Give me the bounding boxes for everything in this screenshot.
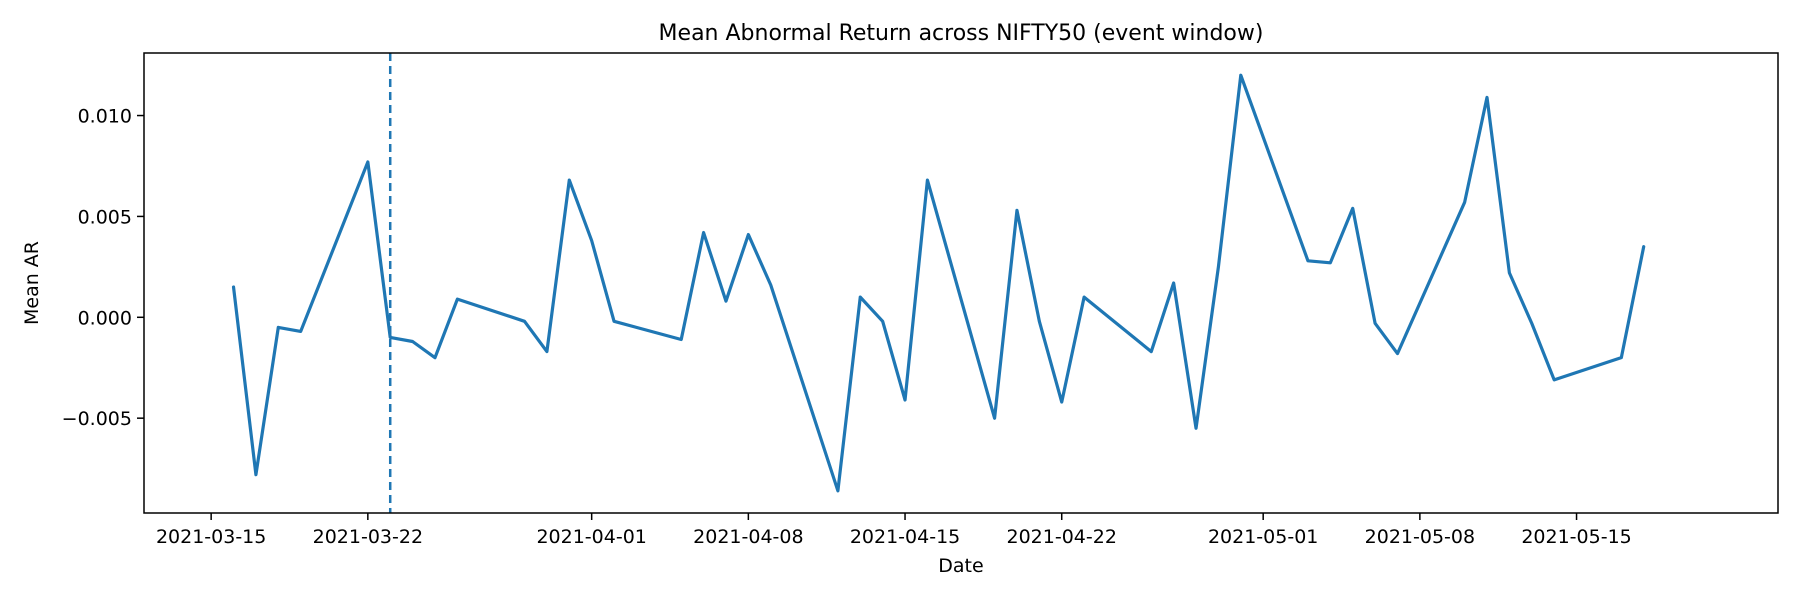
x-tick-label: 2021-04-15 — [850, 526, 960, 548]
x-tick-label: 2021-05-01 — [1208, 526, 1318, 548]
x-tick-label: 2021-04-08 — [693, 526, 803, 548]
y-axis: −0.005 0.000 0.005 0.010 — [62, 106, 144, 430]
x-tick-label: 2021-04-22 — [1007, 526, 1117, 548]
y-tick-label: 0.010 — [78, 106, 132, 128]
x-tick-label: 2021-03-22 — [313, 526, 423, 548]
y-tick-label: 0.005 — [78, 206, 132, 228]
plot-area — [231, 53, 1646, 513]
x-tick-label: 2021-04-01 — [536, 526, 646, 548]
x-axis-label: Date — [938, 555, 983, 577]
y-axis-label: Mean AR — [21, 241, 43, 325]
y-tick-label: 0.000 — [78, 307, 132, 329]
x-tick-label: 2021-03-15 — [156, 526, 266, 548]
plot-frame — [143, 52, 1779, 514]
x-axis: 2021-03-15 2021-03-22 2021-04-01 2021-04-08… — [156, 513, 1632, 548]
x-tick-label: 2021-05-08 — [1365, 526, 1475, 548]
x-tick-label: 2021-05-15 — [1521, 526, 1631, 548]
chart-title: Mean Abnormal Return across NIFTY50 (eve… — [659, 21, 1264, 46]
y-tick-label: −0.005 — [62, 408, 132, 430]
series-line — [231, 73, 1646, 493]
